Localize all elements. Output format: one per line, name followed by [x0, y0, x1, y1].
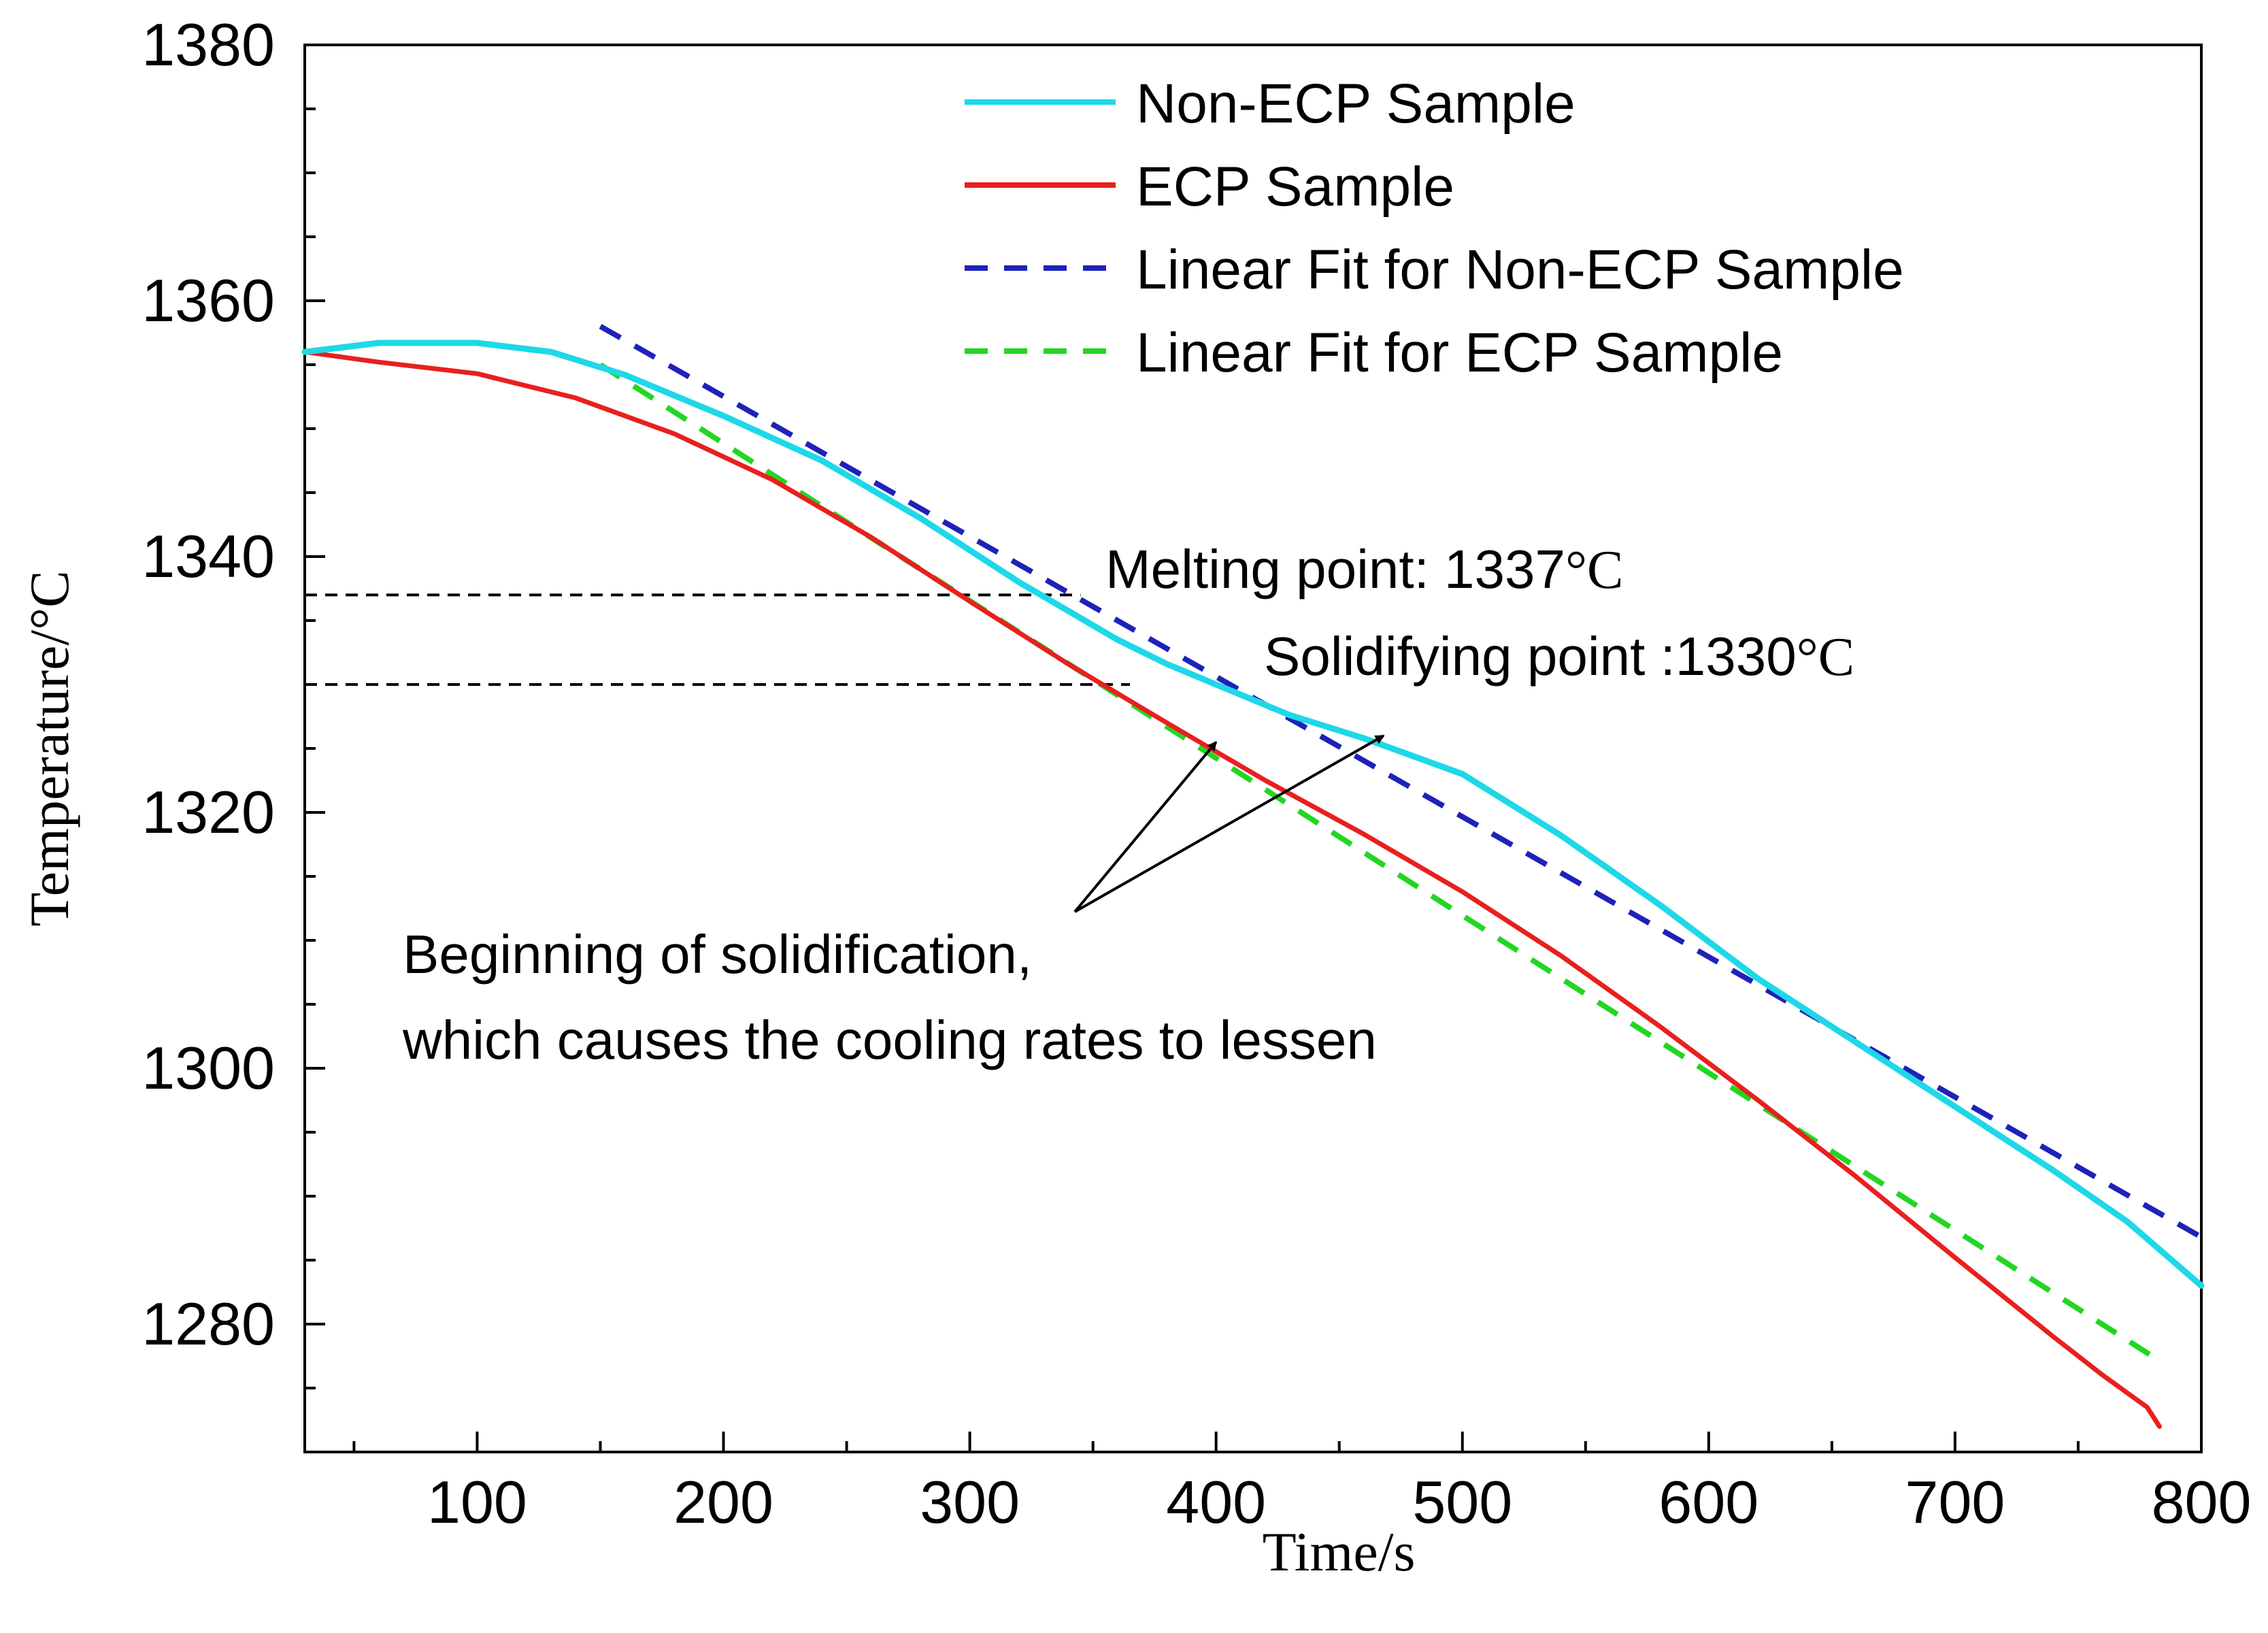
- melting-point-unit: °C: [1565, 540, 1623, 600]
- series-line: [301, 340, 2205, 1289]
- axis-tick-labels: 100 200 300 400 500 600 700 800 1280 1300 1320 1340…: [141, 11, 2251, 1536]
- reference-lines: [305, 593, 1130, 686]
- solidifying-point-value: Solidifying point :1330: [1264, 626, 1797, 687]
- y-tick-label: 1280: [141, 1290, 275, 1357]
- legend-label: Non-ECP Sample: [1136, 73, 1575, 135]
- melting-point-value: Melting point: 1337: [1105, 539, 1565, 599]
- x-tick-label: 800: [2152, 1468, 2252, 1536]
- y-tick-label: 1380: [141, 11, 275, 78]
- x-tick-label: 200: [673, 1468, 773, 1536]
- y-axis-title: Temperature/°C: [18, 570, 80, 926]
- x-tick-label: 100: [427, 1468, 527, 1536]
- x-axis-title: Time/s: [1263, 1521, 1416, 1583]
- solidification-note-line2: which causes the cooling rates to lessen: [402, 1010, 1377, 1070]
- x-tick-label: 500: [1412, 1468, 1512, 1536]
- legend-label: ECP Sample: [1136, 156, 1454, 218]
- solidification-note-line1: Beginning of solidification,: [403, 924, 1032, 985]
- x-tick-label: 700: [1905, 1468, 2005, 1536]
- series-line: [599, 362, 2154, 1359]
- annotation-arrow: [1074, 734, 1385, 913]
- legend: Non-ECP Sample ECP Sample Linear Fit for N…: [965, 73, 1904, 384]
- y-tick-label: 1320: [141, 778, 275, 846]
- series-lines: [301, 324, 2205, 1429]
- annotations: Melting point: 1337°C Solidifying point …: [402, 539, 1854, 1070]
- melting-point-label: Melting point: 1337°C: [1105, 539, 1623, 600]
- x-tick-label: 300: [920, 1468, 1020, 1536]
- annotation-arrow: [1073, 741, 1218, 913]
- x-tick-label: 400: [1166, 1468, 1266, 1536]
- y-tick-label: 1360: [141, 267, 275, 334]
- legend-label: Linear Fit for Non-ECP Sample: [1136, 239, 1904, 301]
- y-tick-label: 1300: [141, 1034, 275, 1102]
- x-tick-label: 600: [1658, 1468, 1758, 1536]
- solidifying-point-unit: °C: [1797, 627, 1854, 687]
- solidifying-point-label: Solidifying point :1330°C: [1264, 626, 1854, 687]
- series-line: [599, 324, 2203, 1240]
- legend-label: Linear Fit for ECP Sample: [1136, 322, 1783, 384]
- axis-ticks: [305, 44, 2203, 1453]
- y-tick-label: 1340: [141, 523, 275, 590]
- series-line: [302, 349, 2162, 1429]
- annotation-arrows: [1073, 734, 1385, 913]
